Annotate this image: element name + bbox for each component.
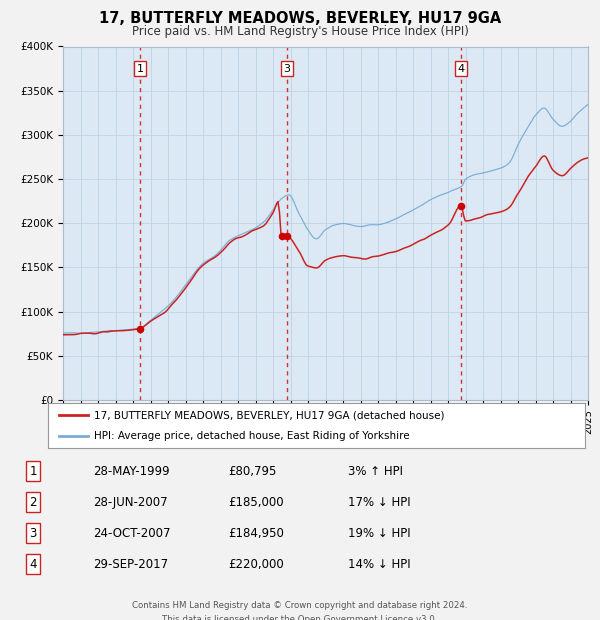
Text: 3: 3 xyxy=(29,527,37,539)
Text: 29-SEP-2017: 29-SEP-2017 xyxy=(93,558,168,570)
Text: 1: 1 xyxy=(29,465,37,477)
Text: HPI: Average price, detached house, East Riding of Yorkshire: HPI: Average price, detached house, East… xyxy=(94,432,409,441)
Point xyxy=(283,231,292,241)
Text: 2: 2 xyxy=(29,496,37,508)
Point xyxy=(277,231,286,241)
Text: Contains HM Land Registry data © Crown copyright and database right 2024.
This d: Contains HM Land Registry data © Crown c… xyxy=(132,601,468,620)
Text: 28-MAY-1999: 28-MAY-1999 xyxy=(93,465,170,477)
Text: 19% ↓ HPI: 19% ↓ HPI xyxy=(348,527,410,539)
Text: 17, BUTTERFLY MEADOWS, BEVERLEY, HU17 9GA: 17, BUTTERFLY MEADOWS, BEVERLEY, HU17 9G… xyxy=(99,11,501,25)
Text: £185,000: £185,000 xyxy=(228,496,284,508)
Text: 28-JUN-2007: 28-JUN-2007 xyxy=(93,496,167,508)
Text: 3: 3 xyxy=(284,64,290,74)
Text: 17, BUTTERFLY MEADOWS, BEVERLEY, HU17 9GA (detached house): 17, BUTTERFLY MEADOWS, BEVERLEY, HU17 9G… xyxy=(94,410,444,420)
Text: 4: 4 xyxy=(457,64,464,74)
Text: 17% ↓ HPI: 17% ↓ HPI xyxy=(348,496,410,508)
Text: Price paid vs. HM Land Registry's House Price Index (HPI): Price paid vs. HM Land Registry's House … xyxy=(131,25,469,38)
Text: £80,795: £80,795 xyxy=(228,465,277,477)
Text: £184,950: £184,950 xyxy=(228,527,284,539)
Point xyxy=(136,324,145,334)
Text: £220,000: £220,000 xyxy=(228,558,284,570)
Text: 14% ↓ HPI: 14% ↓ HPI xyxy=(348,558,410,570)
Point xyxy=(456,200,466,210)
Text: 3% ↑ HPI: 3% ↑ HPI xyxy=(348,465,403,477)
Text: 4: 4 xyxy=(29,558,37,570)
Text: 24-OCT-2007: 24-OCT-2007 xyxy=(93,527,170,539)
Text: 1: 1 xyxy=(137,64,143,74)
